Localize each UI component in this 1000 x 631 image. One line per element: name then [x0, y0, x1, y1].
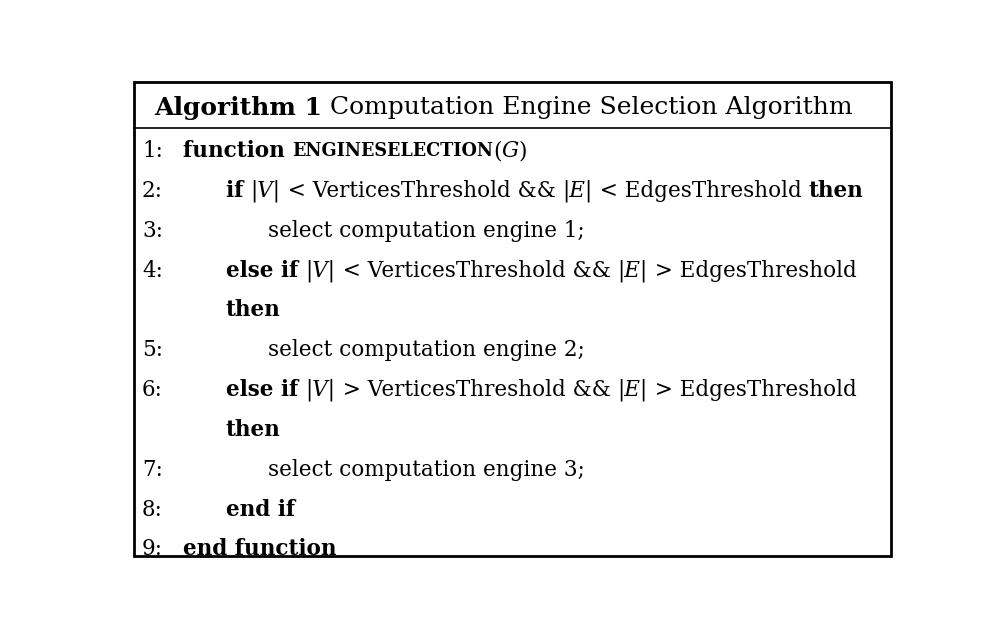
Text: then: then	[226, 299, 280, 321]
Text: Computation Engine Selection Algorithm: Computation Engine Selection Algorithm	[322, 97, 853, 119]
Text: 1:: 1:	[142, 140, 163, 162]
Text: 9:: 9:	[142, 538, 163, 560]
Text: function: function	[183, 140, 292, 162]
Text: 4:: 4:	[142, 259, 163, 281]
Text: end if: end if	[226, 498, 295, 521]
Text: G: G	[502, 140, 519, 162]
Text: > EdgesThreshold: > EdgesThreshold	[648, 379, 856, 401]
Text: select computation engine 2;: select computation engine 2;	[268, 339, 585, 361]
Text: > VerticesThreshold &&: > VerticesThreshold &&	[336, 379, 617, 401]
Text: |V|: |V|	[306, 259, 336, 282]
Text: |E|: |E|	[617, 259, 648, 282]
Text: 3:: 3:	[142, 220, 163, 242]
Text: < VerticesThreshold &&: < VerticesThreshold &&	[281, 180, 562, 202]
Text: (: (	[493, 140, 502, 162]
Text: else if: else if	[226, 379, 306, 401]
Text: |V|: |V|	[306, 379, 336, 401]
Text: 2:: 2:	[142, 180, 163, 202]
Text: 7:: 7:	[142, 459, 163, 481]
Text: ): )	[519, 140, 527, 162]
Text: |E|: |E|	[562, 180, 593, 202]
Text: Algorithm 1: Algorithm 1	[154, 96, 322, 120]
Text: |E|: |E|	[617, 379, 648, 401]
Text: < EdgesThreshold: < EdgesThreshold	[593, 180, 808, 202]
Text: 5:: 5:	[142, 339, 163, 361]
Text: ENGINESELECTION: ENGINESELECTION	[292, 142, 493, 160]
Text: < VerticesThreshold &&: < VerticesThreshold &&	[336, 259, 617, 281]
Text: end function: end function	[183, 538, 337, 560]
Text: then: then	[808, 180, 863, 202]
Text: 6:: 6:	[142, 379, 163, 401]
Text: |V|: |V|	[251, 180, 281, 202]
Text: select computation engine 1;: select computation engine 1;	[268, 220, 585, 242]
Text: then: then	[226, 419, 280, 441]
Text: else if: else if	[226, 259, 306, 281]
Text: > EdgesThreshold: > EdgesThreshold	[648, 259, 856, 281]
Text: if: if	[226, 180, 251, 202]
Text: 8:: 8:	[142, 498, 163, 521]
Text: select computation engine 3;: select computation engine 3;	[268, 459, 585, 481]
